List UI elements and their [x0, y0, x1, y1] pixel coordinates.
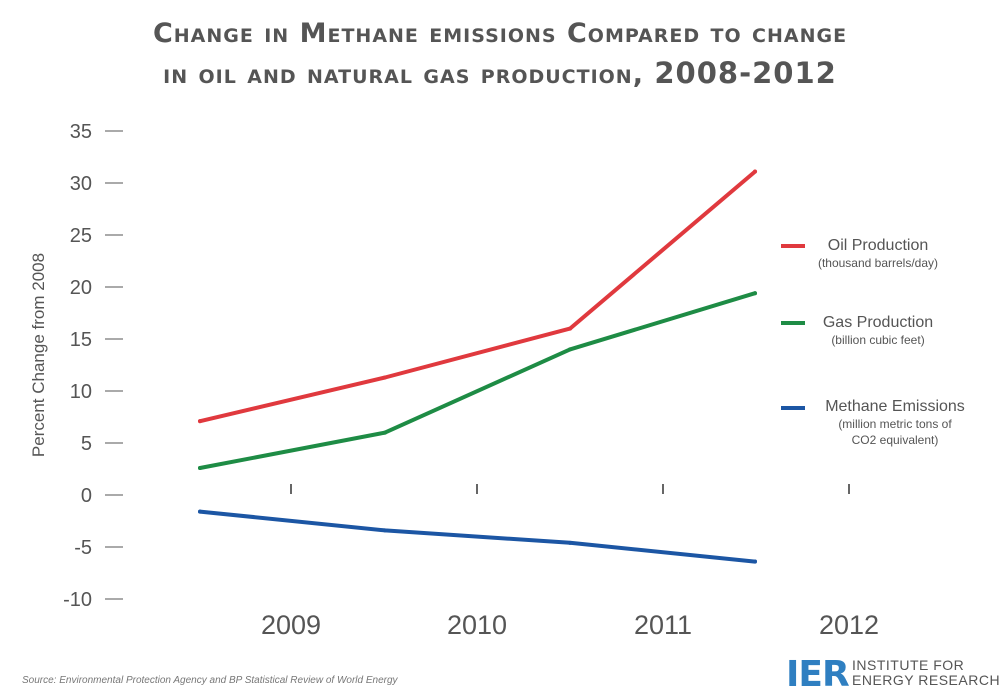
legend-label-gas: Gas Production [822, 314, 934, 331]
legend-label-oil: Oil Production [827, 237, 929, 254]
data-point [383, 375, 387, 380]
series-line-2 [198, 509, 757, 564]
series-line-1 [198, 291, 757, 470]
chart-title-text: in oil and natural gas production, [163, 59, 655, 90]
data-point [198, 419, 202, 424]
chart-title-line1: Change in Methane emissions Compared to … [152, 18, 848, 49]
data-point [383, 528, 387, 533]
source-note: Source: Environmental Protection Agency … [22, 675, 398, 686]
data-point [568, 347, 572, 352]
x-tick-label: 2009 [261, 610, 321, 640]
legend-unit-methane-2: CO2 equivalent) [851, 433, 939, 447]
legend-unit-gas: (billion cubic feet) [831, 333, 925, 347]
legend-swatch-oil [781, 244, 805, 248]
y-tick-label: 15 [70, 329, 92, 351]
x-tick-label: 2012 [819, 610, 879, 640]
data-point [568, 326, 572, 331]
legend-unit-oil: (thousand barrels/day) [817, 256, 939, 270]
logo-line2: ENERGY RESEARCH [852, 672, 1000, 688]
data-point [753, 559, 757, 564]
legend-item-methane: Methane Emissions (million metric tons o… [815, 398, 975, 448]
legend-swatch-methane [781, 406, 805, 410]
chart-title-line2: in oil and natural gas production, 2008-… [0, 56, 1000, 90]
data-point [198, 465, 202, 470]
x-tick-label: 2010 [447, 610, 507, 640]
y-tick-label: 0 [81, 485, 92, 507]
chart-title-years: 2008-2012 [654, 56, 837, 90]
data-point [198, 509, 202, 514]
y-axis-label: Percent Change from 2008 [29, 253, 48, 457]
legend-item-gas: Gas Production (billion cubic feet) [808, 314, 948, 348]
logo-line1: INSTITUTE FOR [852, 657, 965, 673]
logo-mark: IER [786, 654, 850, 695]
legend-label-methane: Methane Emissions [825, 398, 965, 415]
data-point [753, 291, 757, 296]
y-tick-label: -5 [74, 537, 92, 559]
logo-text: INSTITUTE FOR ENERGY RESEARCH [852, 658, 1000, 688]
y-tick-label: 35 [70, 121, 92, 143]
legend-item-oil: Oil Production (thousand barrels/day) [808, 237, 948, 271]
y-tick-label: 10 [70, 381, 92, 403]
y-tick-label: 30 [70, 173, 92, 195]
legend-swatch-gas [781, 321, 805, 325]
y-tick-label: -10 [63, 589, 92, 611]
data-point [568, 540, 572, 545]
y-tick-label: 25 [70, 225, 92, 247]
y-tick-label: 20 [70, 277, 92, 299]
y-tick-label: 5 [81, 433, 92, 455]
data-point [753, 169, 757, 174]
x-tick-label: 2011 [634, 610, 692, 640]
legend-unit-methane-1: (million metric tons of [838, 417, 952, 431]
series-line-0 [198, 169, 757, 424]
data-point [383, 430, 387, 435]
